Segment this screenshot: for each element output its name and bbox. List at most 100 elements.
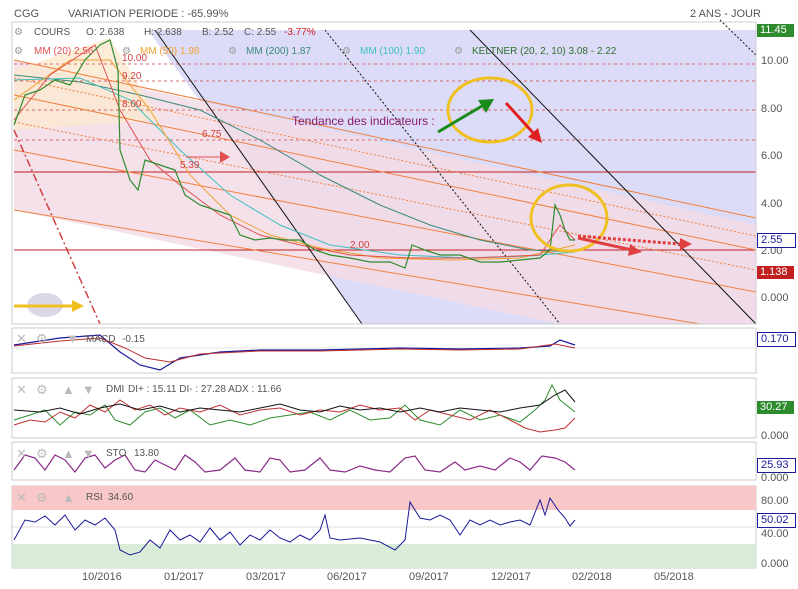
close-value: C: 2.55 bbox=[244, 27, 277, 38]
y-tick: 0.000 bbox=[761, 558, 789, 570]
arrow-down-icon[interactable]: ▼ bbox=[82, 446, 95, 461]
rsi-label: RSI bbox=[86, 492, 103, 503]
arrow-down-icon[interactable]: ▼ bbox=[66, 331, 79, 346]
x-tick: 09/2017 bbox=[409, 571, 449, 583]
trend-lines bbox=[154, 19, 757, 325]
mm50-label: MM (50) 1.98 bbox=[140, 46, 200, 57]
x-tick: 02/2018 bbox=[572, 571, 612, 583]
gear-icon[interactable]: ⚙ bbox=[36, 382, 48, 397]
price-highlight-circle bbox=[529, 183, 609, 253]
y-tick: 0.000 bbox=[761, 430, 789, 442]
mm50-line bbox=[13, 59, 576, 261]
indicator-highlight-circle bbox=[446, 76, 534, 144]
small-red-arrow bbox=[186, 151, 230, 163]
keltner-label: KELTNER (20, 2, 10) 3.08 - 2.22 bbox=[472, 46, 617, 57]
macd-value: -0.15 bbox=[122, 334, 145, 345]
arrow-up-icon[interactable]: ▲ bbox=[62, 382, 75, 397]
macd-signal bbox=[13, 337, 576, 363]
sto-line bbox=[13, 454, 576, 473]
cours-label: COURS bbox=[34, 27, 71, 38]
high-value: H: 2.638 bbox=[144, 27, 182, 38]
close-icon[interactable]: ✕ bbox=[16, 331, 27, 346]
y-tick: 0.000 bbox=[761, 292, 789, 304]
level-label: 6.75 bbox=[202, 129, 222, 140]
level-label: 5.39 bbox=[180, 160, 200, 171]
variation-label: VARIATION PERIODE : -65.99% bbox=[68, 8, 229, 20]
max-price-badge: 11.45 bbox=[757, 24, 794, 37]
x-tick: 05/2018 bbox=[654, 571, 694, 583]
mm20-label: MM (20) 2.56 bbox=[34, 46, 94, 57]
y-tick: 2.00 bbox=[761, 245, 783, 257]
y-tick: 6.00 bbox=[761, 150, 783, 162]
dmi-values: DI+ : 15.11 DI- : 27.28 ADX : 11.66 bbox=[128, 384, 282, 395]
mm20-line bbox=[13, 44, 576, 259]
gear-icon[interactable]: ⚙ bbox=[36, 490, 48, 505]
sto-badge: 25.93 bbox=[757, 458, 796, 473]
open-value: O: 2.638 bbox=[86, 27, 125, 38]
x-tick: 12/2017 bbox=[491, 571, 531, 583]
dmi-panel bbox=[11, 377, 757, 439]
mm200-line bbox=[13, 74, 576, 253]
gear-icon[interactable]: ⚙ bbox=[122, 46, 131, 57]
gear-icon[interactable]: ⚙ bbox=[14, 46, 23, 57]
level-label: 2.00 bbox=[350, 240, 370, 251]
dmi-badge: 30.27 bbox=[757, 401, 794, 414]
main-panel-frame bbox=[11, 21, 757, 325]
macd-badge: 0.170 bbox=[757, 332, 796, 347]
gear-icon[interactable]: ⚙ bbox=[454, 46, 463, 57]
yellow-arrow bbox=[14, 293, 84, 317]
symbol-label: CGG bbox=[14, 8, 40, 20]
sto-label: STO bbox=[106, 448, 127, 459]
gear-icon[interactable]: ⚙ bbox=[14, 27, 23, 38]
mm100-label: MM (100) 1.90 bbox=[360, 46, 426, 57]
y-tick: 0.000 bbox=[761, 472, 789, 484]
gear-icon[interactable]: ⚙ bbox=[36, 331, 48, 346]
orange-channel bbox=[13, 59, 757, 325]
level-label: 8.00 bbox=[122, 99, 142, 110]
sto-panel bbox=[11, 441, 757, 481]
rsi-overbought-zone bbox=[12, 486, 756, 510]
price-line bbox=[13, 39, 575, 269]
gear-icon[interactable]: ⚙ bbox=[36, 446, 48, 461]
y-tick: 8.00 bbox=[761, 103, 783, 115]
resistance-levels bbox=[14, 63, 756, 141]
forecast-arrow-dotted bbox=[577, 234, 692, 250]
close-icon[interactable]: ✕ bbox=[16, 382, 27, 397]
rsi-value: 34.60 bbox=[108, 492, 134, 503]
down-arrow-red bbox=[504, 101, 542, 143]
forecast-arrow-red bbox=[577, 236, 642, 256]
date-gridlines bbox=[100, 568, 674, 572]
up-arrow-green bbox=[437, 99, 494, 134]
arrow-down-icon[interactable]: ▼ bbox=[82, 382, 95, 397]
ref-price-badge: 1.138 bbox=[757, 266, 794, 279]
level-label: 10.00 bbox=[122, 53, 148, 64]
rsi-badge: 50.02 bbox=[757, 513, 796, 528]
x-tick: 10/2016 bbox=[82, 571, 122, 583]
gear-icon[interactable]: ⚙ bbox=[228, 46, 237, 57]
pink-channel bbox=[14, 60, 756, 324]
x-tick: 03/2017 bbox=[246, 571, 286, 583]
close-icon[interactable]: ✕ bbox=[16, 490, 27, 505]
macd-panel bbox=[11, 327, 757, 374]
adx-line bbox=[13, 389, 576, 415]
last-price-badge: 2.55 bbox=[757, 233, 796, 248]
annotation-text: Tendance des indicateurs : bbox=[292, 114, 435, 128]
rsi-line bbox=[13, 496, 576, 556]
macd-label: MACD bbox=[86, 334, 116, 345]
level-label: 9.20 bbox=[122, 71, 142, 82]
y-tick: 4.00 bbox=[761, 198, 783, 210]
x-tick: 01/2017 bbox=[164, 571, 204, 583]
y-tick: 40.00 bbox=[761, 528, 789, 540]
gear-icon[interactable]: ⚙ bbox=[342, 46, 351, 57]
close-change: -3.77% bbox=[284, 27, 316, 38]
low-value: B: 2.52 bbox=[202, 27, 234, 38]
x-tick: 06/2017 bbox=[327, 571, 367, 583]
arrow-up-icon[interactable]: ▲ bbox=[62, 490, 75, 505]
close-icon[interactable]: ✕ bbox=[16, 446, 27, 461]
sto-value: 13.80 bbox=[134, 448, 160, 459]
arrow-up-icon[interactable]: ▲ bbox=[62, 446, 75, 461]
dash-dot-line bbox=[13, 129, 101, 325]
dmi-label: DMI bbox=[106, 384, 125, 395]
period-label: 2 ANS - JOUR bbox=[690, 8, 761, 20]
